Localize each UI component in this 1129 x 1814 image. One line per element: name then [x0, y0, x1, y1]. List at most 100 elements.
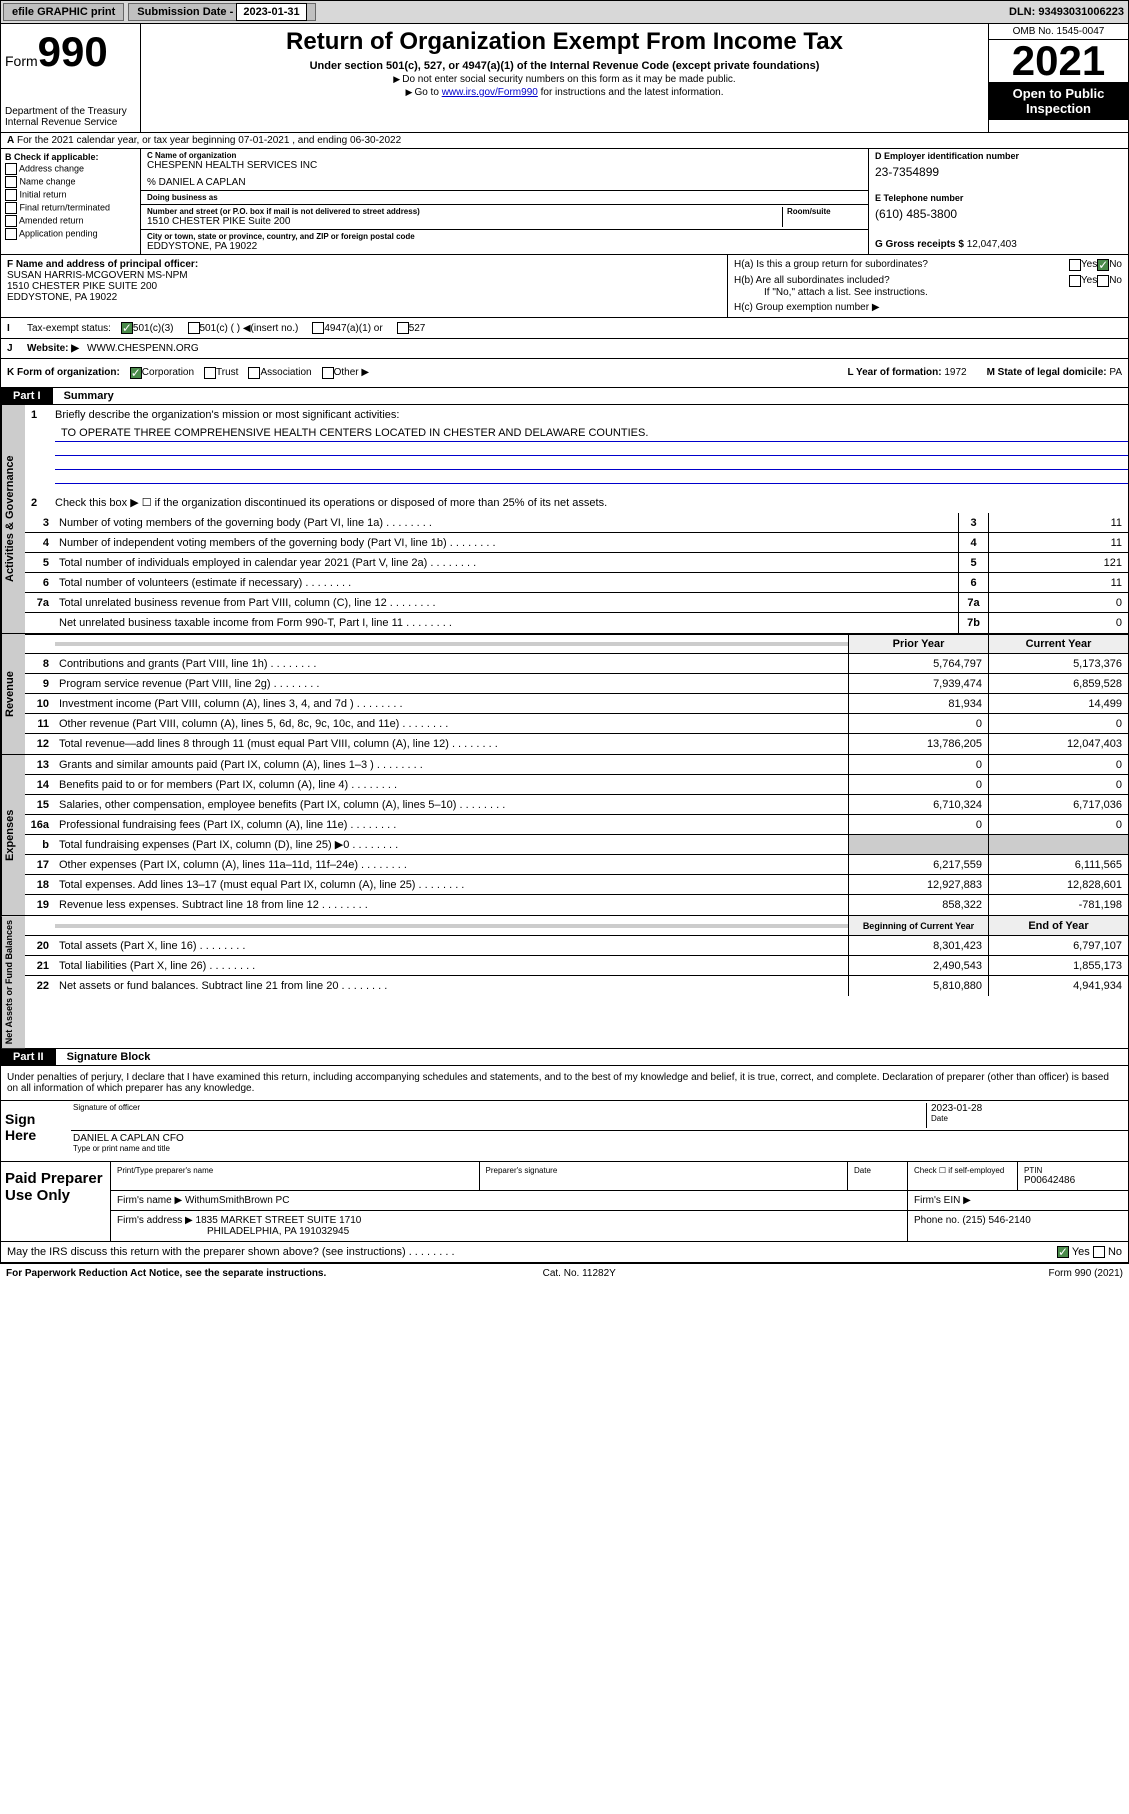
line-a-text: For the 2021 calendar year, or tax year … — [17, 135, 401, 146]
ha-no[interactable] — [1097, 259, 1109, 271]
chk-amended-return[interactable]: Amended return — [5, 215, 136, 227]
chk-initial-return[interactable]: Initial return — [5, 189, 136, 201]
line-3: 3 Number of voting members of the govern… — [25, 513, 1128, 533]
line-6-val: 11 — [988, 573, 1128, 592]
line-15-desc: Salaries, other compensation, employee b… — [55, 797, 848, 813]
line-20-begin: 8,301,423 — [848, 936, 988, 955]
line-b-desc: Total fundraising expenses (Part IX, col… — [55, 836, 848, 853]
discuss-yes-label: Yes — [1072, 1246, 1090, 1258]
line-22-desc: Net assets or fund balances. Subtract li… — [55, 978, 848, 994]
form-center: Return of Organization Exempt From Incom… — [141, 24, 988, 132]
line-19-current: -781,198 — [988, 895, 1128, 915]
block-bcd: B Check if applicable: Address change Na… — [0, 149, 1129, 255]
ptin-label: PTIN — [1024, 1166, 1122, 1175]
sect-net-assets: Net Assets or Fund Balances Beginning of… — [0, 916, 1129, 1049]
dept-treasury: Department of the Treasury — [5, 106, 136, 117]
chk-corp[interactable] — [130, 367, 142, 379]
line-16a-current: 0 — [988, 815, 1128, 834]
line-13-desc: Grants and similar amounts paid (Part IX… — [55, 757, 848, 773]
form-number: 990 — [38, 28, 108, 75]
tab-net-assets: Net Assets or Fund Balances — [1, 916, 25, 1048]
tab-activities: Activities & Governance — [1, 405, 25, 633]
chk-4947[interactable] — [312, 322, 324, 334]
hb-note: If "No," attach a list. See instructions… — [734, 287, 1122, 298]
line-20-end: 6,797,107 — [988, 936, 1128, 955]
sec-f-label: F Name and address of principal officer: — [7, 259, 198, 270]
form990-link[interactable]: www.irs.gov/Form990 — [442, 87, 538, 98]
chk-other[interactable] — [322, 367, 334, 379]
submission-date-label: Submission Date - 2023-01-31 — [128, 3, 315, 21]
gross-value: 12,047,403 — [967, 239, 1017, 250]
chk-address-change[interactable]: Address change — [5, 163, 136, 175]
prep-date-label: Date — [854, 1166, 901, 1175]
street-address: 1510 CHESTER PIKE Suite 200 — [147, 216, 782, 227]
line-5-num: 5 — [25, 557, 55, 569]
line-i: I Tax-exempt status: 501(c)(3) 501(c) ( … — [0, 318, 1129, 339]
chk-trust[interactable] — [204, 367, 216, 379]
line-i-label: Tax-exempt status: — [27, 323, 111, 334]
line-15: 15 Salaries, other compensation, employe… — [25, 795, 1128, 815]
line-17: 17 Other expenses (Part IX, column (A), … — [25, 855, 1128, 875]
mission-text: TO OPERATE THREE COMPREHENSIVE HEALTH CE… — [55, 425, 1128, 442]
ha-no-label: No — [1109, 259, 1122, 271]
line-12: 12 Total revenue—add lines 8 through 11 … — [25, 734, 1128, 754]
line-11-prior: 0 — [848, 714, 988, 733]
chk-name-change-label: Name change — [20, 176, 76, 186]
chk-application-pending[interactable]: Application pending — [5, 228, 136, 240]
line-8: 8 Contributions and grants (Part VIII, l… — [25, 654, 1128, 674]
ha-yes[interactable] — [1069, 259, 1081, 271]
line-14-num: 14 — [25, 779, 55, 791]
line-7b: Net unrelated business taxable income fr… — [25, 613, 1128, 633]
line-14-desc: Benefits paid to or for members (Part IX… — [55, 777, 848, 793]
line-4-val: 11 — [988, 533, 1128, 552]
sign-here-block: Sign Here Signature of officer 2023-01-2… — [0, 1101, 1129, 1162]
chk-name-change[interactable]: Name change — [5, 176, 136, 188]
chk-final-return[interactable]: Final return/terminated — [5, 202, 136, 214]
discuss-no[interactable] — [1093, 1246, 1105, 1258]
chk-501c[interactable] — [188, 322, 200, 334]
line-4-desc: Number of independent voting members of … — [55, 535, 958, 551]
care-of: % DANIEL A CAPLAN — [147, 177, 862, 188]
col-end-year: End of Year — [988, 916, 1128, 935]
efile-print-button[interactable]: efile GRAPHIC print — [3, 3, 124, 21]
line-7a-num: 7a — [25, 597, 55, 609]
line-21-num: 21 — [25, 960, 55, 972]
line-j-label: Website: ▶ — [27, 343, 79, 354]
mission-blank3 — [55, 470, 1128, 484]
declaration: Under penalties of perjury, I declare th… — [0, 1066, 1129, 1101]
paid-row-1: Print/Type preparer's name Preparer's si… — [111, 1162, 1128, 1191]
city-label: City or town, state or province, country… — [147, 232, 862, 241]
part1-header-row: Part I Summary — [0, 388, 1129, 405]
discuss-yes[interactable] — [1057, 1246, 1069, 1258]
hb-yes[interactable] — [1069, 275, 1081, 287]
line-3-num: 3 — [25, 517, 55, 529]
line-12-prior: 13,786,205 — [848, 734, 988, 754]
line-9-num: 9 — [25, 678, 55, 690]
chk-527[interactable] — [397, 322, 409, 334]
form-990-label: Form990 — [5, 28, 136, 76]
hb-no[interactable] — [1097, 275, 1109, 287]
firm-ein-label: Firm's EIN ▶ — [914, 1195, 971, 1206]
line-16a: 16a Professional fundraising fees (Part … — [25, 815, 1128, 835]
line-a: A For the 2021 calendar year, or tax yea… — [0, 133, 1129, 149]
prep-name-label: Print/Type preparer's name — [117, 1166, 473, 1175]
discuss-no-label: No — [1108, 1246, 1122, 1258]
line-17-num: 17 — [25, 859, 55, 871]
chk-501c3[interactable] — [121, 322, 133, 334]
chk-assoc[interactable] — [248, 367, 260, 379]
line-15-prior: 6,710,324 — [848, 795, 988, 814]
hb-yes-label: Yes — [1081, 275, 1097, 287]
line-11-current: 0 — [988, 714, 1128, 733]
form-note2: Go to www.irs.gov/Form990 for instructio… — [151, 87, 978, 98]
line-7a: 7a Total unrelated business revenue from… — [25, 593, 1128, 613]
paid-row-2: Firm's name ▶ WithumSmithBrown PC Firm's… — [111, 1191, 1128, 1211]
opt-4947: 4947(a)(1) or — [324, 323, 382, 334]
na-header: Beginning of Current Year End of Year — [25, 916, 1128, 936]
tax-year: 2021 — [989, 40, 1128, 82]
form-left: Form990 Department of the Treasury Inter… — [1, 24, 141, 132]
col-prior-year: Prior Year — [848, 635, 988, 653]
form-word: Form — [5, 53, 38, 69]
hc-text: H(c) Group exemption number ▶ — [734, 302, 1122, 313]
tel-value: (610) 485-3800 — [875, 207, 1122, 221]
line-15-num: 15 — [25, 799, 55, 811]
